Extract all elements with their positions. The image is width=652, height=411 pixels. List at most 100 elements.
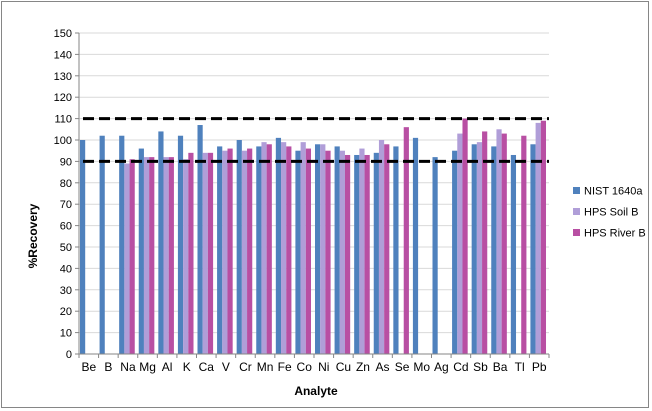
x-tick-label: K	[183, 360, 191, 374]
legend-label: HPS Soil B	[584, 207, 638, 219]
bar	[261, 142, 267, 354]
bar	[344, 154, 351, 354]
bar	[143, 157, 150, 354]
bar	[412, 137, 419, 354]
bar	[202, 152, 208, 354]
x-tick-label: Co	[297, 360, 313, 374]
bar	[177, 135, 184, 354]
bar	[188, 152, 194, 354]
bar	[393, 146, 399, 354]
bar	[320, 144, 326, 354]
bar	[138, 148, 144, 354]
y-tick-label: 70	[60, 199, 72, 211]
bar	[432, 157, 438, 354]
bar	[501, 133, 507, 354]
y-tick-label: 150	[54, 28, 72, 40]
bar	[521, 135, 527, 354]
bar	[99, 135, 105, 354]
bar	[256, 146, 262, 354]
bar	[471, 144, 477, 354]
bar	[247, 148, 253, 354]
bar	[222, 150, 228, 354]
reference-lines	[83, 117, 549, 163]
x-tick-label: Zn	[356, 360, 370, 374]
x-tick-label: Tl	[515, 360, 525, 374]
y-tick-label: 100	[54, 135, 72, 147]
bar	[236, 140, 242, 354]
bar	[457, 133, 463, 354]
x-tick-label: Cd	[453, 360, 468, 374]
bar	[305, 148, 312, 354]
bar	[79, 140, 86, 354]
legend-label: HPS River B	[584, 228, 646, 240]
x-tick-label: Cr	[239, 360, 252, 374]
x-tick-label: Ag	[434, 360, 449, 374]
y-tick-label: 40	[60, 263, 72, 275]
legend-swatch	[573, 229, 580, 236]
x-tick-label: Al	[162, 360, 173, 374]
y-tick-label: 30	[60, 285, 72, 297]
bar	[227, 148, 233, 354]
x-tick-label: As	[376, 360, 390, 374]
bar	[149, 157, 155, 354]
x-tick-label: Ca	[199, 360, 215, 374]
bar	[325, 150, 331, 354]
bar	[183, 159, 189, 354]
y-tick-label: 120	[54, 92, 72, 104]
bar	[295, 150, 301, 354]
bar	[129, 159, 135, 354]
y-tick-label: 90	[60, 156, 72, 168]
x-tick-label: Se	[395, 360, 410, 374]
bar	[354, 154, 360, 354]
axes: 0 10 20 30 40 50 60 70 80 90 100 110 120 130 140 150 Be B…	[54, 28, 550, 374]
x-axis-title: Analyte	[294, 384, 338, 398]
y-tick-label: 140	[54, 49, 72, 61]
bar	[286, 146, 292, 354]
bar	[241, 150, 248, 354]
x-tick-label: Mg	[139, 360, 156, 374]
x-tick-label: Na	[120, 360, 136, 374]
y-tick-label: 60	[60, 221, 72, 233]
bar	[124, 163, 130, 354]
y-tick-label: 10	[60, 328, 72, 340]
bar	[300, 142, 306, 354]
bar	[266, 144, 272, 354]
x-tick-label: Ba	[493, 360, 508, 374]
x-tick-label: Cu	[336, 360, 351, 374]
bar	[314, 144, 321, 354]
bar	[462, 118, 468, 354]
bar	[275, 137, 282, 354]
bar	[364, 154, 370, 354]
bar	[334, 146, 340, 354]
bar	[540, 120, 547, 355]
bar	[510, 154, 517, 354]
bar	[491, 146, 497, 354]
bar	[378, 140, 385, 354]
legend-swatch	[573, 187, 580, 194]
y-tick-label: 80	[60, 178, 72, 190]
x-tick-label: Ni	[318, 360, 329, 374]
bar	[476, 142, 483, 354]
y-tick-label: 20	[60, 306, 72, 318]
bar	[373, 152, 379, 354]
bar	[482, 131, 488, 354]
x-tick-label: V	[222, 360, 230, 374]
x-tick-label: Mn	[257, 360, 274, 374]
bar	[217, 146, 223, 354]
legend: NIST 1640a HPS Soil B HPS River B	[573, 186, 646, 240]
legend-label: NIST 1640a	[584, 186, 643, 198]
bar	[339, 150, 345, 354]
x-tick-label: Be	[81, 360, 96, 374]
y-tick-label: 130	[54, 71, 72, 83]
bar	[168, 157, 174, 354]
x-tick-label: B	[104, 360, 112, 374]
bar	[281, 142, 287, 354]
x-tick-label: Pb	[532, 360, 547, 374]
x-tick-label: Mo	[413, 360, 430, 374]
y-tick-label: 110	[54, 114, 72, 126]
bar	[207, 152, 214, 354]
bar	[496, 129, 502, 354]
x-tick-label: Sb	[473, 360, 488, 374]
bar	[403, 127, 409, 354]
